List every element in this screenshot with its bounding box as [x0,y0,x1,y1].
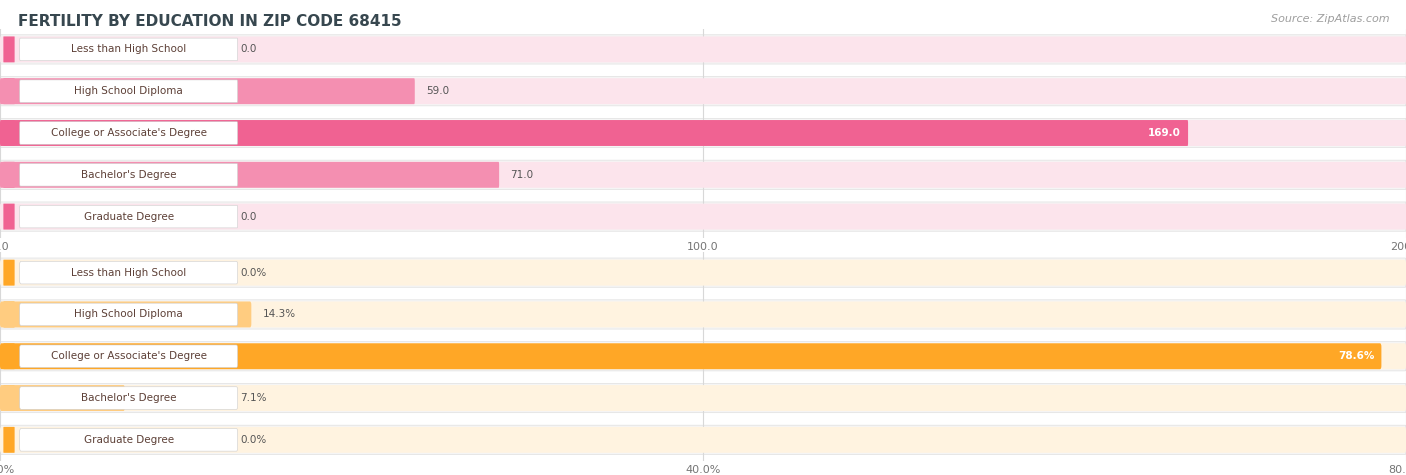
FancyBboxPatch shape [3,37,14,62]
FancyBboxPatch shape [0,202,1406,231]
Text: 71.0: 71.0 [510,170,533,180]
FancyBboxPatch shape [0,162,499,188]
FancyBboxPatch shape [0,302,252,327]
FancyBboxPatch shape [0,425,1406,455]
FancyBboxPatch shape [0,78,1406,104]
FancyBboxPatch shape [0,204,1406,229]
Text: Source: ZipAtlas.com: Source: ZipAtlas.com [1271,14,1389,24]
Text: Bachelor's Degree: Bachelor's Degree [82,170,176,180]
FancyBboxPatch shape [20,163,238,186]
FancyBboxPatch shape [3,120,14,146]
Text: 59.0: 59.0 [426,86,449,96]
Text: Bachelor's Degree: Bachelor's Degree [82,393,176,403]
FancyBboxPatch shape [0,427,1406,453]
FancyBboxPatch shape [3,427,14,453]
Text: Less than High School: Less than High School [72,267,186,278]
Text: 7.1%: 7.1% [240,393,267,403]
FancyBboxPatch shape [20,122,238,144]
Text: Graduate Degree: Graduate Degree [83,435,174,445]
FancyBboxPatch shape [0,120,1188,146]
FancyBboxPatch shape [0,76,1406,106]
Text: College or Associate's Degree: College or Associate's Degree [51,351,207,361]
FancyBboxPatch shape [3,260,14,285]
Text: High School Diploma: High School Diploma [75,309,183,320]
FancyBboxPatch shape [20,38,238,61]
FancyBboxPatch shape [0,385,125,411]
FancyBboxPatch shape [3,78,14,104]
Text: 0.0: 0.0 [240,211,257,222]
Text: 78.6%: 78.6% [1339,351,1374,361]
FancyBboxPatch shape [0,160,1406,190]
FancyBboxPatch shape [0,302,1406,327]
FancyBboxPatch shape [0,78,415,104]
FancyBboxPatch shape [0,162,1406,188]
FancyBboxPatch shape [20,303,238,326]
FancyBboxPatch shape [0,35,1406,64]
FancyBboxPatch shape [0,342,1406,371]
Text: Less than High School: Less than High School [72,44,186,55]
FancyBboxPatch shape [0,260,1406,285]
FancyBboxPatch shape [0,37,1406,62]
FancyBboxPatch shape [0,383,1406,413]
Text: 14.3%: 14.3% [263,309,295,320]
FancyBboxPatch shape [0,118,1406,148]
Text: 169.0: 169.0 [1149,128,1181,138]
Text: College or Associate's Degree: College or Associate's Degree [51,128,207,138]
FancyBboxPatch shape [0,120,1406,146]
Text: 0.0%: 0.0% [240,267,267,278]
FancyBboxPatch shape [3,162,14,188]
FancyBboxPatch shape [3,204,14,229]
FancyBboxPatch shape [20,80,238,103]
FancyBboxPatch shape [0,385,1406,411]
FancyBboxPatch shape [0,258,1406,287]
FancyBboxPatch shape [0,343,1406,369]
FancyBboxPatch shape [20,428,238,451]
Text: Graduate Degree: Graduate Degree [83,211,174,222]
FancyBboxPatch shape [20,387,238,409]
FancyBboxPatch shape [3,343,14,369]
FancyBboxPatch shape [3,385,14,411]
Text: High School Diploma: High School Diploma [75,86,183,96]
FancyBboxPatch shape [3,302,14,327]
Text: FERTILITY BY EDUCATION IN ZIP CODE 68415: FERTILITY BY EDUCATION IN ZIP CODE 68415 [18,14,402,29]
Text: 0.0: 0.0 [240,44,257,55]
FancyBboxPatch shape [20,345,238,368]
FancyBboxPatch shape [0,300,1406,329]
Text: 0.0%: 0.0% [240,435,267,445]
FancyBboxPatch shape [20,205,238,228]
FancyBboxPatch shape [20,261,238,284]
FancyBboxPatch shape [0,343,1381,369]
